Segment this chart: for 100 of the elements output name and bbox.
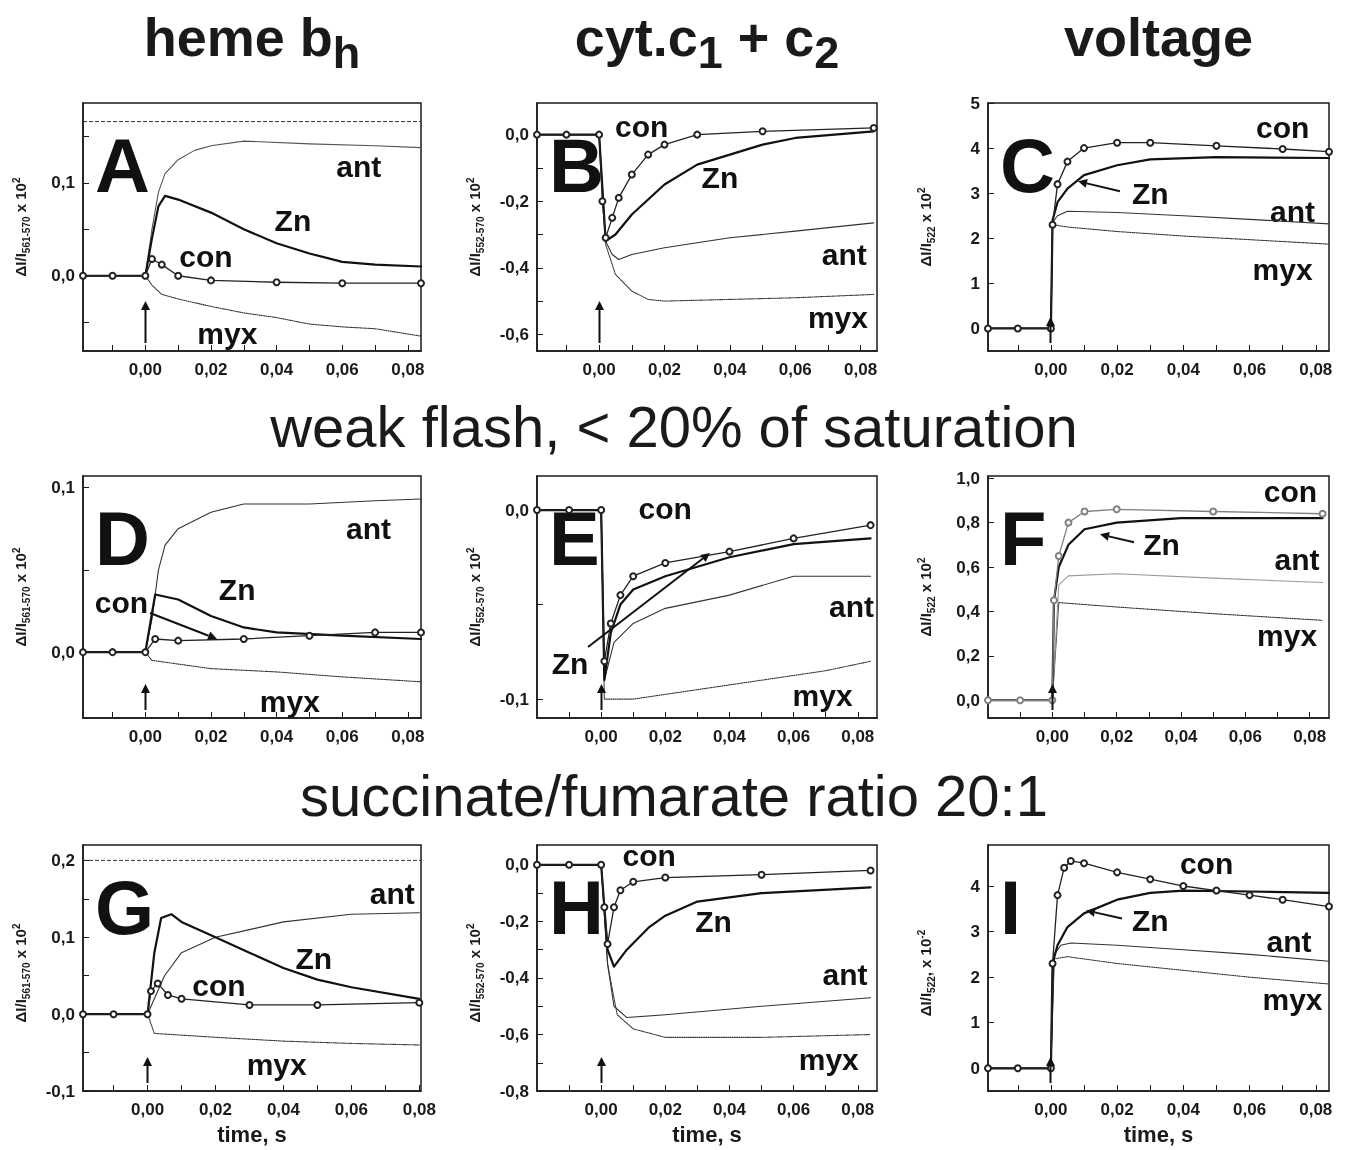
annotation: ant [1266, 924, 1312, 958]
x-tick-label: 0,02 [198, 1100, 233, 1120]
x-tick-label: 0,04 [712, 1100, 747, 1120]
annotation: con [94, 586, 149, 620]
annotation: ant [336, 149, 382, 183]
annotation: ant [821, 238, 867, 272]
annotation: H [549, 864, 604, 950]
point [1278, 144, 1287, 153]
x-tick-label: 0,08 [391, 360, 425, 379]
point [869, 123, 878, 132]
y-tick-label: 0,6 [956, 557, 980, 577]
x-tick-label: 0,00 [1034, 360, 1068, 379]
point [141, 271, 150, 280]
point [1325, 902, 1333, 911]
x-tick-label: 0,08 [841, 1100, 875, 1120]
annotation: con [1179, 847, 1234, 881]
point [1064, 518, 1073, 527]
y-tick-label: 0,1 [51, 478, 75, 498]
point [1053, 891, 1062, 900]
x-tick-label: 0,06 [1228, 727, 1262, 746]
point [616, 886, 625, 895]
x-tick-label: 0,00 [582, 360, 616, 379]
point [725, 547, 734, 556]
x-tick-label: 0,00 [128, 360, 162, 379]
y-tick-label: 1 [970, 1013, 980, 1033]
x-tick-label: 0,02 [1100, 1100, 1134, 1120]
annotation: ant [1270, 194, 1316, 228]
x-tick-label: 0,08 [1293, 727, 1327, 746]
point [608, 213, 617, 222]
annotation: con [1255, 111, 1310, 145]
x-tick-label: 0,06 [325, 727, 359, 746]
point [603, 940, 612, 948]
y-tick-label: 0,8 [956, 513, 980, 533]
y-tick-label: -0,8 [499, 1081, 529, 1101]
x-tick-label: 0,02 [194, 727, 228, 746]
annotation: con [638, 491, 692, 525]
x-tick-label: 0,04 [712, 727, 747, 746]
point [1048, 220, 1057, 229]
point [609, 903, 618, 912]
x-tick-label: 0,02 [648, 1100, 682, 1120]
point [1179, 882, 1188, 891]
x-tick-label: 0,06 [1233, 1100, 1267, 1120]
annotation: Zn [701, 161, 739, 195]
point [1212, 886, 1221, 895]
point [245, 1000, 254, 1009]
annotation: Zn [218, 573, 256, 606]
annotation: D [95, 495, 150, 581]
point [565, 860, 574, 869]
chart-title: heme b$_{h}$ [143, 7, 361, 78]
x-tick-label: 0,04 [260, 727, 294, 746]
y-tick-label: 0,1 [51, 927, 75, 947]
annotation: Zn [1143, 528, 1180, 562]
chart-title: cyt.c$_{1}$ + c$_{2}$ [574, 7, 840, 78]
annotation: C [1000, 122, 1055, 208]
point [163, 990, 172, 999]
point [1113, 138, 1122, 147]
point [1060, 863, 1069, 872]
point [606, 619, 615, 628]
point [108, 271, 117, 280]
point [660, 140, 669, 149]
point [338, 279, 347, 288]
point [1245, 891, 1254, 900]
annotation: Zn [274, 203, 312, 237]
point [600, 657, 609, 666]
point [601, 233, 610, 242]
annotation: Zn [1131, 903, 1169, 937]
annotation: I [1000, 864, 1022, 950]
y-tick-label: 0,0 [956, 690, 980, 710]
y-tick-label: -0,4 [499, 258, 530, 278]
y-tick-label: 0,4 [956, 601, 981, 621]
point [272, 278, 281, 287]
annotation: ant [1274, 542, 1320, 576]
point [595, 130, 604, 139]
annotation: myx [1257, 619, 1318, 653]
annotation: myx [259, 685, 321, 719]
annotation: Zn [1131, 176, 1169, 210]
x-tick-label: 0,06 [778, 360, 812, 379]
point [1080, 144, 1089, 153]
point [600, 903, 609, 912]
point [533, 860, 541, 869]
annotation: con [192, 968, 246, 1002]
point [984, 324, 992, 333]
annotation: myx [798, 1042, 860, 1076]
point [614, 193, 623, 202]
annotation: myx [197, 317, 258, 351]
x-tick-label: 0,04 [266, 1100, 301, 1120]
annotation: Zn [695, 904, 732, 938]
text: succinate/fumarate ratio 20:1 [300, 763, 1048, 828]
point [597, 506, 606, 515]
annotation: F [1000, 495, 1047, 581]
x-tick-label: 0,02 [647, 360, 682, 379]
point [533, 506, 541, 515]
y-tick-label: -0,1 [499, 689, 529, 709]
y-tick-label: 0 [970, 318, 980, 338]
point [1080, 859, 1089, 868]
x-tick-label: 0,04 [1166, 1100, 1201, 1120]
point [1063, 157, 1072, 166]
point [79, 1010, 87, 1019]
annotation: myx [792, 678, 853, 712]
point [597, 860, 606, 869]
